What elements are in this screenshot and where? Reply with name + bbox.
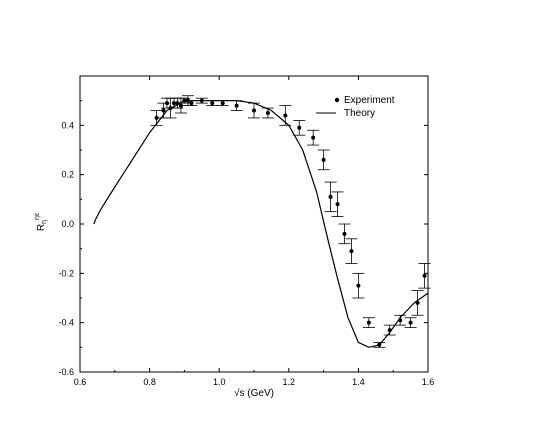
svg-text:Rηηε: Rηηε — [34, 213, 48, 231]
x-tick-label: 1.2 — [283, 377, 296, 387]
experiment-point — [356, 283, 361, 288]
experiment-point — [311, 135, 316, 140]
experiment-point — [265, 111, 270, 115]
theory-line — [93, 100, 429, 348]
x-tick-label: 1.4 — [352, 377, 365, 387]
y-axis-label-main: R — [36, 224, 47, 231]
legend-experiment-label: Experiment — [344, 95, 395, 106]
y-tick-label: -0.2 — [58, 268, 74, 278]
experiment-point — [415, 300, 420, 305]
experiment-point — [210, 101, 215, 106]
experiment-point — [234, 103, 239, 108]
legend: Experiment Theory — [316, 95, 395, 119]
experiment-point — [161, 108, 166, 113]
x-tick-label: 0.8 — [143, 377, 156, 387]
x-axis-label: √s (GeV) — [234, 387, 274, 399]
y-tick-label: -0.4 — [58, 318, 74, 328]
experiment-point — [182, 98, 187, 103]
experiment-point — [422, 273, 427, 278]
experiment-point — [342, 231, 347, 236]
y-axis-label-sub: η — [41, 220, 48, 224]
y-tick-label: 0.2 — [61, 170, 74, 180]
x-tick-label: 0.6 — [74, 377, 87, 387]
experiment-point — [408, 320, 413, 325]
experiment-point — [321, 157, 326, 162]
experiment-point — [349, 249, 354, 254]
experiment-point — [220, 101, 225, 106]
y-axis-label: Rηηε — [34, 213, 48, 231]
legend-experiment-marker — [334, 97, 340, 103]
experiment-point — [335, 202, 340, 207]
experiment-point — [252, 108, 256, 113]
experiment-point — [175, 101, 180, 106]
experiment-point — [377, 342, 382, 347]
experiment-point — [283, 113, 288, 118]
experiment-layer — [150, 95, 431, 348]
experiment-point — [328, 194, 333, 199]
x-tick-label: 1.0 — [213, 377, 226, 387]
y-tick-label: 0.0 — [61, 219, 74, 229]
experiment-point — [178, 103, 183, 108]
y-tick-label: 0.4 — [61, 120, 74, 130]
y-axis-label-sup: ηε — [34, 213, 41, 220]
experiment-point — [366, 320, 371, 325]
experiment-point — [171, 101, 176, 106]
axis-ticks: 0.6 0.8 1.0 1.2 1.4 1.6 -0.6 -0.4 -0.2 0.0 0.2 0.4 — [58, 76, 434, 387]
experiment-point — [154, 115, 159, 120]
experiment-point — [398, 318, 403, 323]
legend-theory-label: Theory — [344, 108, 375, 119]
theory-layer — [93, 100, 429, 348]
experiment-point — [297, 125, 302, 130]
plot-frame — [79, 75, 429, 373]
experiment-point — [189, 101, 194, 106]
x-tick-label: 1.6 — [422, 377, 435, 387]
experiment-point — [387, 328, 392, 333]
experiment-point — [165, 101, 169, 106]
y-tick-label: -0.6 — [58, 367, 74, 377]
experiment-point — [199, 98, 204, 103]
